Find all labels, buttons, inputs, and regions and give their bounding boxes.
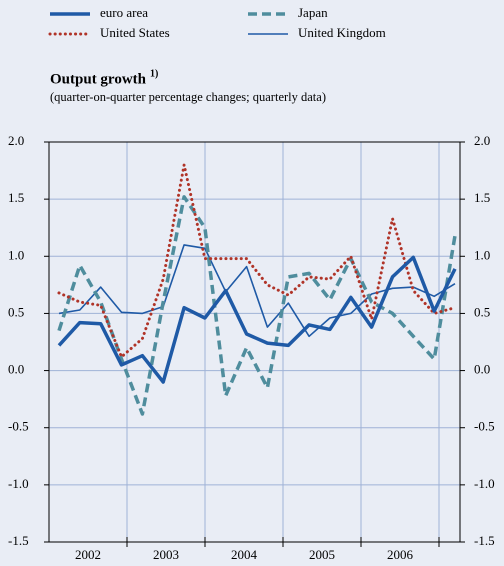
y2-tick-label: 1.0 (474, 247, 490, 262)
legend-label: United States (100, 25, 170, 40)
plot-area (48, 141, 461, 543)
y2-tick-label: 0.0 (474, 362, 490, 377)
x-tick-label: 2002 (75, 547, 101, 562)
y-tick-label: 0.0 (8, 362, 24, 377)
series-line (57, 163, 457, 359)
y2-tick-label: 0.5 (474, 304, 490, 319)
y-tick-label: 1.0 (8, 247, 24, 262)
series-line (57, 255, 457, 384)
series-line (57, 195, 457, 416)
y-tick-label: 1.5 (8, 190, 24, 205)
chart-subtitle: (quarter-on-quarter percentage changes; … (50, 90, 326, 104)
x-tick-label: 2006 (387, 547, 414, 562)
y-tick-label: -0.5 (8, 419, 29, 434)
legend-label: euro area (100, 5, 148, 20)
x-tick-label: 2003 (153, 547, 179, 562)
chart-title: Output growth (50, 71, 147, 87)
y2-tick-label: -1.0 (474, 476, 495, 491)
legend-label: United Kingdom (298, 25, 386, 40)
y2-tick-label: -0.5 (474, 419, 495, 434)
x-tick-label: 2005 (309, 547, 335, 562)
y-tick-label: 2.0 (8, 133, 24, 148)
series-line (58, 244, 456, 338)
y2-tick-label: 2.0 (474, 133, 490, 148)
y-tick-label: -1.5 (8, 533, 29, 548)
x-tick-label: 2004 (231, 547, 258, 562)
title-note: 1) (150, 68, 158, 79)
y2-tick-label: -1.5 (474, 533, 495, 548)
y-tick-label: -1.0 (8, 476, 29, 491)
legend-label: Japan (298, 5, 328, 20)
y-tick-label: 0.5 (8, 304, 24, 319)
y2-tick-label: 1.5 (474, 190, 490, 205)
